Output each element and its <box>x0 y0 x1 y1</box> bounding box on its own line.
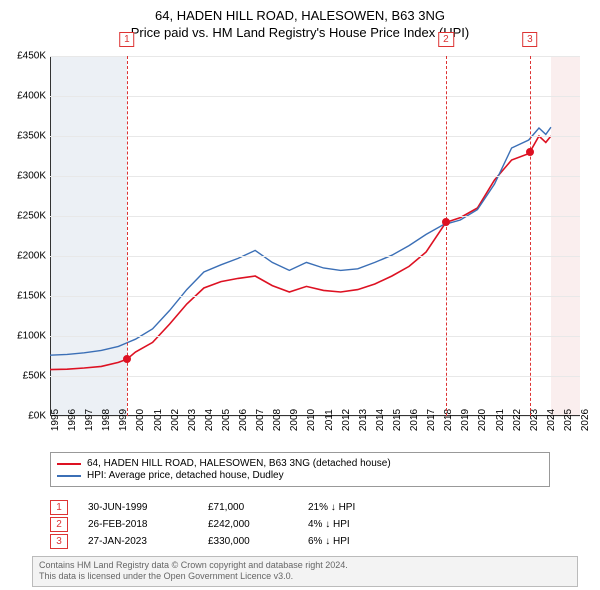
sale-point <box>526 148 534 156</box>
gridline <box>50 136 580 137</box>
x-tick-label: 2022 <box>512 409 523 431</box>
gridline <box>50 336 580 337</box>
gridline <box>50 376 580 377</box>
x-tick-label: 2021 <box>495 409 506 431</box>
x-tick-label: 2019 <box>460 409 471 431</box>
legend-label: 64, HADEN HILL ROAD, HALESOWEN, B63 3NG … <box>87 458 391 469</box>
y-tick-label: £350K <box>17 131 46 142</box>
sales-table: 1 30-JUN-1999£71,00021% ↓ HPI 2 26-FEB-2018… <box>50 498 550 551</box>
gridline <box>50 296 580 297</box>
gridline <box>50 216 580 217</box>
x-tick-label: 2009 <box>289 409 300 431</box>
x-tick-label: 2001 <box>153 409 164 431</box>
gridline <box>50 56 580 57</box>
x-tick-label: 2018 <box>443 409 454 431</box>
sale-marker-label: 2 <box>438 32 454 47</box>
x-tick-label: 1998 <box>101 409 112 431</box>
x-tick-label: 2020 <box>477 409 488 431</box>
legend-label: HPI: Average price, detached house, Dudl… <box>87 470 284 481</box>
sale-price: £330,000 <box>208 536 308 547</box>
y-tick-label: £450K <box>17 51 46 62</box>
y-tick-label: £0K <box>28 411 46 422</box>
sale-index: 2 <box>50 517 68 532</box>
sale-delta: 4% ↓ HPI <box>308 519 408 530</box>
sale-index: 3 <box>50 534 68 549</box>
gridline <box>50 96 580 97</box>
x-tick-label: 2012 <box>341 409 352 431</box>
x-tick-label: 2008 <box>272 409 283 431</box>
sale-marker-line <box>530 56 531 416</box>
legend-item: HPI: Average price, detached house, Dudl… <box>57 470 543 481</box>
x-tick-label: 2003 <box>187 409 198 431</box>
chart-subtitle: Price paid vs. HM Land Registry's House … <box>0 25 600 42</box>
x-tick-label: 1997 <box>84 409 95 431</box>
x-tick-label: 2015 <box>392 409 403 431</box>
x-tick-label: 2010 <box>306 409 317 431</box>
x-tick-label: 2013 <box>358 409 369 431</box>
sale-marker-label: 1 <box>119 32 135 47</box>
y-tick-label: £200K <box>17 251 46 262</box>
gridline <box>50 176 580 177</box>
sale-date: 30-JUN-1999 <box>88 502 208 513</box>
x-tick-label: 2011 <box>324 409 335 431</box>
sale-row: 3 27-JAN-2023£330,0006% ↓ HPI <box>50 534 550 549</box>
y-tick-label: £250K <box>17 211 46 222</box>
x-tick-label: 2014 <box>375 409 386 431</box>
sale-point <box>123 355 131 363</box>
sale-date: 26-FEB-2018 <box>88 519 208 530</box>
sale-index: 1 <box>50 500 68 515</box>
x-tick-label: 2004 <box>204 409 215 431</box>
sale-price: £71,000 <box>208 502 308 513</box>
x-tick-label: 2000 <box>135 409 146 431</box>
sale-price: £242,000 <box>208 519 308 530</box>
x-tick-label: 1996 <box>67 409 78 431</box>
sale-delta: 6% ↓ HPI <box>308 536 408 547</box>
legend-swatch <box>57 463 81 465</box>
x-tick-label: 2017 <box>426 409 437 431</box>
y-tick-label: £300K <box>17 171 46 182</box>
chart-container: 64, HADEN HILL ROAD, HALESOWEN, B63 3NG … <box>0 0 600 590</box>
x-tick-label: 2016 <box>409 409 420 431</box>
gridline <box>50 256 580 257</box>
series-line-property <box>50 136 551 370</box>
footer-line-2: This data is licensed under the Open Gov… <box>39 571 571 582</box>
sale-point <box>442 218 450 226</box>
plot-area: £0K£50K£100K£150K£200K£250K£300K£350K£40… <box>50 56 580 416</box>
attribution-footer: Contains HM Land Registry data © Crown c… <box>32 556 578 587</box>
sale-row: 2 26-FEB-2018£242,0004% ↓ HPI <box>50 517 550 532</box>
sale-marker-line <box>446 56 447 416</box>
chart-title: 64, HADEN HILL ROAD, HALESOWEN, B63 3NG <box>0 8 600 25</box>
x-tick-label: 1995 <box>50 409 61 431</box>
sale-delta: 21% ↓ HPI <box>308 502 408 513</box>
x-tick-label: 2026 <box>580 409 591 431</box>
sale-row: 1 30-JUN-1999£71,00021% ↓ HPI <box>50 500 550 515</box>
series-line-hpi <box>50 127 551 355</box>
y-tick-label: £400K <box>17 91 46 102</box>
y-tick-label: £150K <box>17 291 46 302</box>
legend-swatch <box>57 475 81 477</box>
y-tick-label: £100K <box>17 331 46 342</box>
sale-marker-label: 3 <box>522 32 538 47</box>
x-tick-label: 2024 <box>546 409 557 431</box>
x-tick-label: 2007 <box>255 409 266 431</box>
x-tick-label: 2025 <box>563 409 574 431</box>
x-tick-label: 2002 <box>170 409 181 431</box>
x-tick-label: 2005 <box>221 409 232 431</box>
sale-date: 27-JAN-2023 <box>88 536 208 547</box>
legend-item: 64, HADEN HILL ROAD, HALESOWEN, B63 3NG … <box>57 458 543 469</box>
x-tick-label: 2006 <box>238 409 249 431</box>
y-tick-label: £50K <box>23 371 46 382</box>
legend: 64, HADEN HILL ROAD, HALESOWEN, B63 3NG … <box>50 452 550 487</box>
footer-line-1: Contains HM Land Registry data © Crown c… <box>39 560 571 571</box>
